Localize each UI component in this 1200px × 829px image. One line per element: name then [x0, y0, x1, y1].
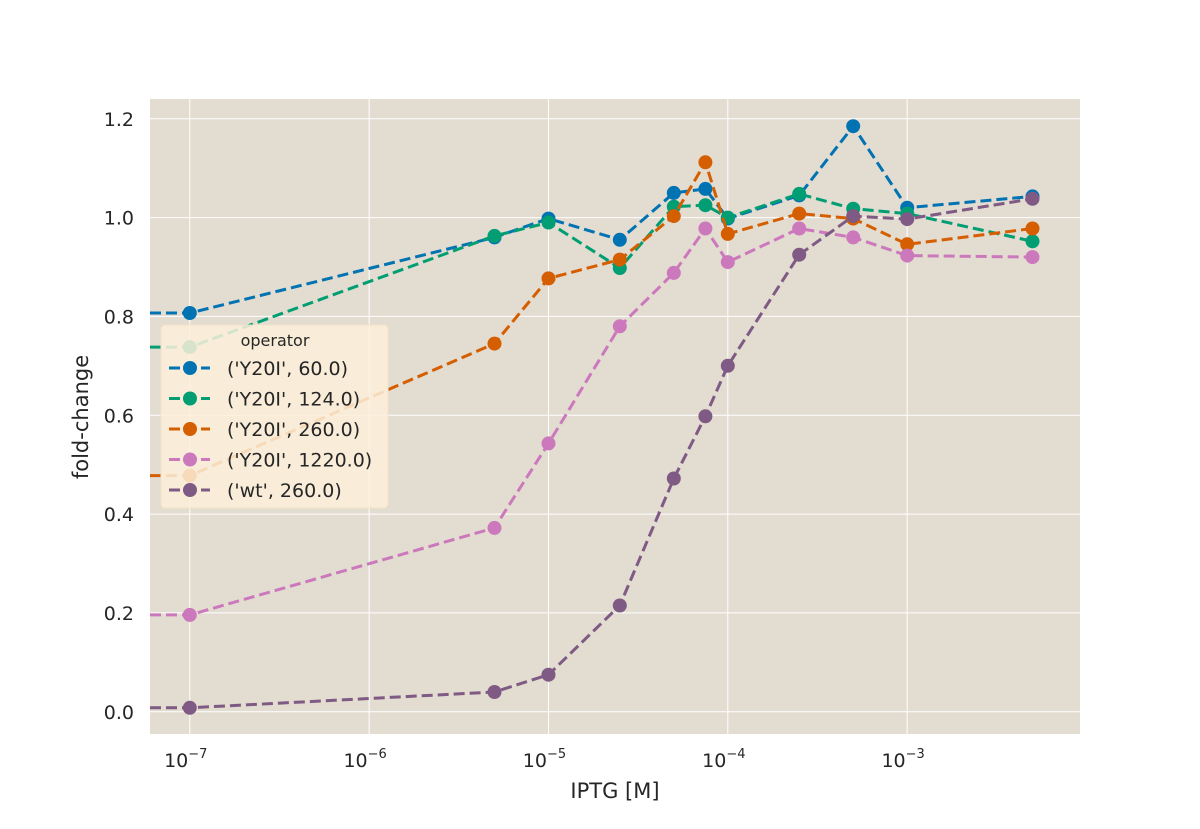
data-point [720, 358, 735, 373]
x-tick-base: 10 [164, 750, 188, 772]
data-point [720, 255, 735, 270]
data-point [487, 520, 502, 535]
data-point [487, 336, 502, 351]
series-line [150, 197, 1033, 710]
x-tick-label: 10−3 [881, 747, 924, 772]
legend-marker [183, 483, 197, 497]
x-tick-exponent: −7 [188, 747, 207, 762]
data-point [846, 119, 861, 134]
x-tick-base: 10 [881, 750, 905, 772]
x-tick-base: 10 [343, 750, 367, 772]
data-point [792, 247, 807, 262]
x-tick-label: 10−6 [343, 747, 386, 772]
y-tick-label: 0.8 [104, 306, 134, 328]
data-point [698, 181, 713, 196]
data-point [900, 212, 915, 227]
data-point [612, 598, 627, 613]
data-point [846, 209, 861, 224]
series [150, 191, 1040, 715]
data-point [541, 667, 556, 682]
data-point [182, 700, 197, 715]
series-line [150, 123, 1033, 315]
legend-label: ('Y20I', 1220.0) [227, 450, 372, 472]
y-tick-label: 0.4 [104, 504, 134, 526]
legend-label: ('Y20I', 124.0) [227, 389, 360, 411]
series-line [150, 225, 1033, 617]
data-point [666, 471, 681, 486]
legend-label: ('Y20I', 260.0) [227, 419, 360, 441]
legend-label: ('Y20I', 60.0) [227, 358, 348, 380]
y-tick-label: 1.2 [104, 109, 134, 131]
data-point [698, 198, 713, 213]
x-tick-exponent: −3 [906, 747, 925, 762]
x-tick-label: 10−5 [523, 747, 566, 772]
series [150, 221, 1040, 622]
data-point [666, 209, 681, 224]
data-point [900, 237, 915, 252]
data-point [1025, 250, 1040, 265]
data-point [900, 248, 915, 263]
series-line [150, 158, 1033, 478]
legend-entry: ('wt', 260.0) [169, 480, 342, 502]
legend-entry: ('Y20I', 124.0) [169, 389, 360, 411]
data-point [666, 265, 681, 280]
data-point [846, 230, 861, 245]
x-tick-base: 10 [702, 750, 726, 772]
data-point [1025, 234, 1040, 249]
data-point [792, 186, 807, 201]
legend-label: ('wt', 260.0) [227, 480, 342, 502]
data-point [487, 685, 502, 699]
legend-marker [183, 361, 197, 375]
data-point [698, 409, 713, 424]
data-point [612, 252, 627, 267]
data-point [1025, 191, 1040, 206]
data-point [1025, 221, 1040, 236]
data-point [182, 607, 197, 622]
y-axis-ticks: 0.0 0.2 0.4 0.6 0.8 1.0 1.2 [104, 109, 134, 724]
data-point [698, 155, 713, 170]
y-tick-label: 0.0 [104, 702, 134, 724]
legend: operator ('Y20I', 60.0)('Y20I', 124.0)('… [160, 324, 389, 509]
series-layer [150, 119, 1040, 715]
data-point [182, 306, 197, 320]
y-tick-label: 0.6 [104, 405, 134, 427]
x-tick-exponent: −6 [368, 747, 387, 762]
data-point [792, 221, 807, 236]
legend-marker [183, 422, 197, 436]
x-axis-ticks: 10−7 10−6 10−5 10−4 10−3 [164, 747, 925, 772]
data-point [612, 232, 627, 247]
x-tick-label: 10−4 [702, 747, 745, 772]
legend-entry: ('Y20I', 260.0) [169, 419, 360, 441]
y-tick-label: 0.2 [104, 603, 134, 625]
data-point [541, 436, 556, 451]
series [150, 155, 1040, 483]
data-point [720, 226, 735, 241]
x-tick-label: 10−7 [164, 747, 207, 772]
legend-entry: ('Y20I', 1220.0) [169, 450, 372, 472]
legend-box [160, 324, 389, 509]
data-point [612, 319, 627, 334]
y-tick-label: 1.0 [104, 208, 134, 230]
data-point [792, 206, 807, 221]
data-point [541, 215, 556, 230]
legend-marker [183, 391, 197, 406]
x-tick-exponent: −5 [547, 747, 566, 762]
data-point [541, 271, 556, 286]
legend-entries: ('Y20I', 60.0) ('Y20I', 124.0) ('Y20I', 26… [169, 358, 372, 502]
legend-title: operator [241, 331, 310, 350]
series-line [150, 192, 1033, 349]
data-point [487, 228, 502, 243]
data-point [666, 185, 681, 200]
legend-marker [183, 452, 197, 467]
data-point [698, 221, 713, 236]
x-tick-base: 10 [523, 750, 547, 772]
x-axis-label: IPTG [M] [570, 779, 659, 803]
y-axis-label: fold-change [69, 355, 93, 479]
legend-entry: ('Y20I', 60.0) [169, 358, 348, 380]
x-tick-exponent: −4 [726, 747, 745, 762]
